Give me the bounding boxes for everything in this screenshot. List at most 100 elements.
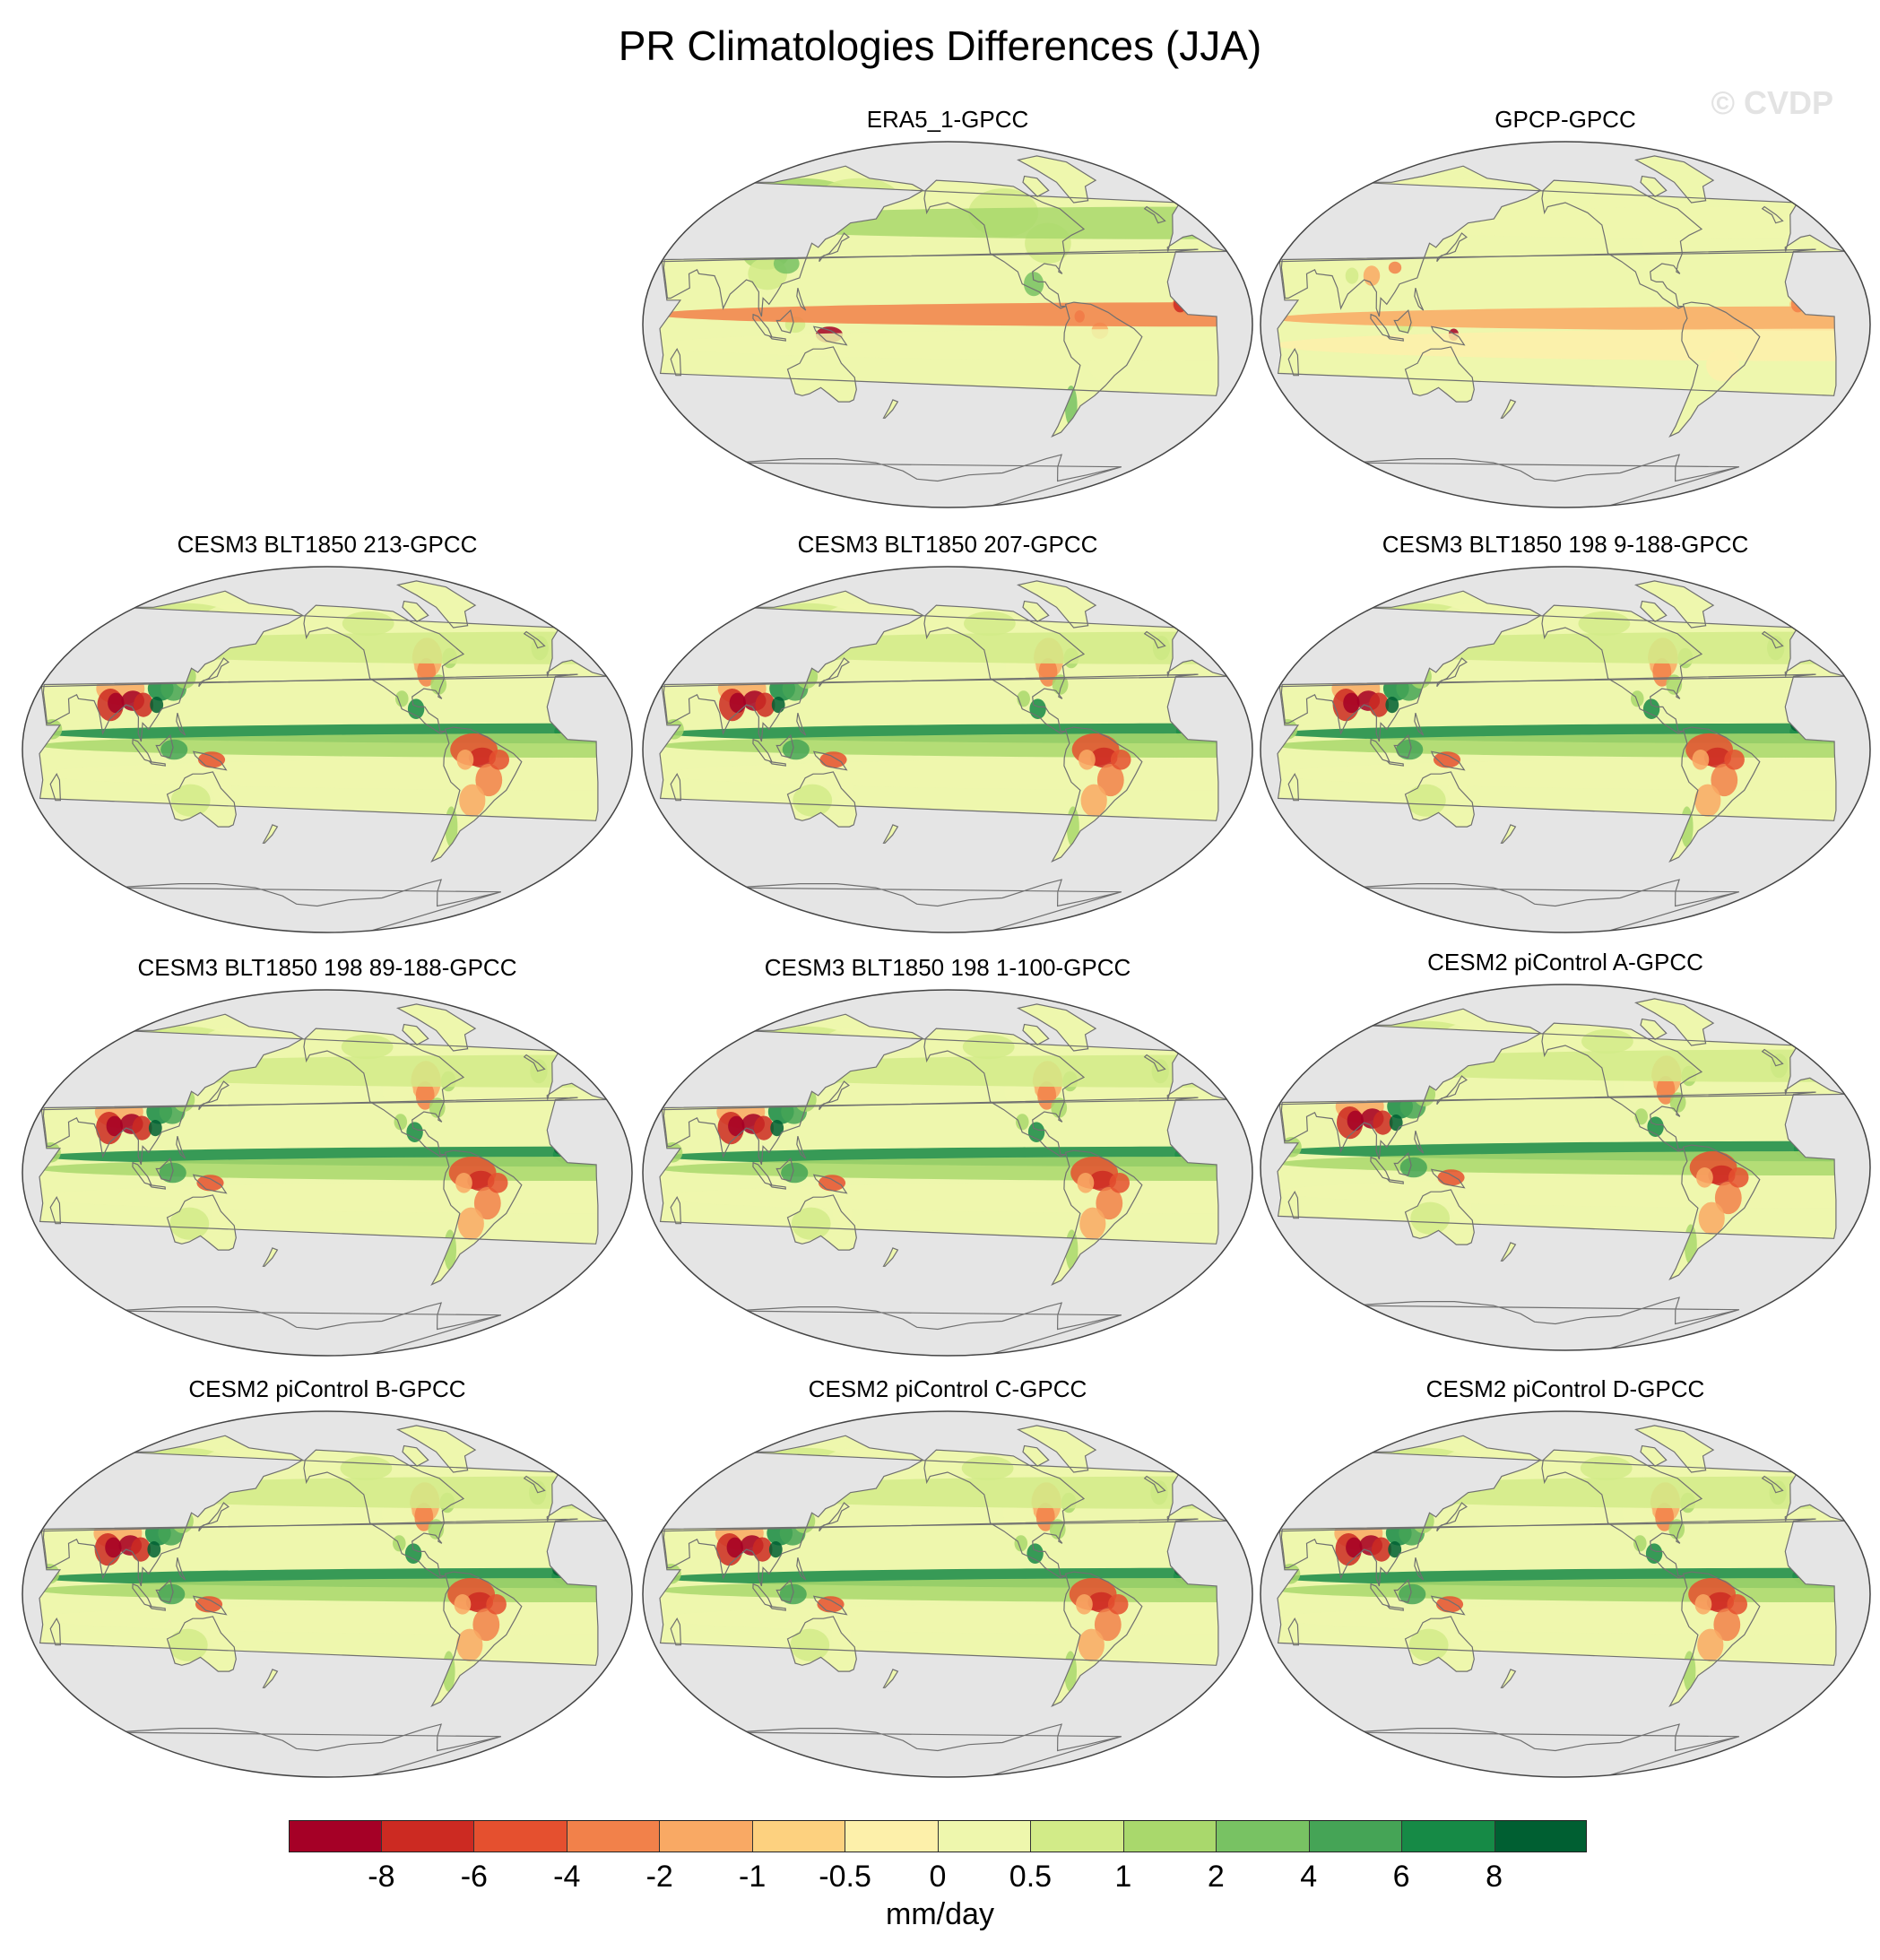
coastline: [882, 1247, 899, 1267]
coastline: [42, 1435, 608, 1587]
globe-border: [1260, 141, 1871, 508]
coastline: [1393, 1578, 1412, 1603]
land-japan: [819, 1503, 849, 1531]
coastline-antarctica: [732, 1302, 1122, 1356]
anomaly-patch: [1278, 1175, 1846, 1209]
coastline: [1287, 772, 1300, 802]
anomaly-patch: [1079, 750, 1096, 770]
anomaly-patch: [1399, 1583, 1426, 1605]
anomaly-patch: [1633, 1535, 1647, 1552]
coastline: [1404, 346, 1475, 403]
anomaly-patch: [1278, 1577, 1846, 1603]
coastline: [148, 760, 166, 767]
anomaly-patch: [430, 674, 447, 695]
land-asia: [663, 591, 1228, 742]
land-greenland: [1635, 580, 1714, 628]
anomaly-patch: [752, 1537, 773, 1562]
coastline: [39, 1518, 599, 1666]
anomaly-patch: [1389, 1114, 1403, 1132]
coastline: [49, 772, 62, 802]
coastline: [923, 1028, 1086, 1158]
anomaly-patch: [1385, 697, 1399, 714]
anomaly-patch: [1728, 1167, 1749, 1188]
colorbar-tick-label: -4: [553, 1860, 581, 1894]
precip-difference-map: [642, 989, 1253, 1357]
coastline: [812, 1174, 848, 1194]
anomaly-patch: [1406, 784, 1446, 817]
colorbar-swatch: [1494, 1820, 1587, 1852]
coastline: [1668, 1571, 1761, 1708]
anomaly-patch: [1696, 1167, 1713, 1188]
precip-difference-map: [642, 566, 1253, 933]
panel-title: CESM3 BLT1850 213-GPCC: [177, 531, 478, 558]
anomaly-patch: [755, 692, 775, 717]
coastline: [1393, 308, 1412, 334]
anomaly-patch: [196, 1175, 224, 1192]
land-japan: [198, 658, 229, 687]
land-australia: [1405, 346, 1475, 403]
coastline: [198, 1502, 230, 1532]
land-baffin: [1641, 601, 1667, 622]
panel-title: CESM2 piControl D-GPCC: [1425, 1375, 1705, 1402]
coastline: [786, 1616, 857, 1672]
globe-border: [642, 1410, 1253, 1778]
coastline: [176, 713, 186, 736]
land-newzealand: [263, 1669, 278, 1688]
coastline: [1414, 1557, 1425, 1581]
coastline: [1640, 600, 1668, 622]
land-greenland: [1635, 155, 1714, 203]
land-japan: [1436, 233, 1467, 262]
anomaly-patch: [340, 1455, 393, 1481]
coastline: [148, 1184, 166, 1190]
anomaly-patch: [1027, 1543, 1044, 1564]
anomaly-patch: [964, 611, 1016, 637]
anomaly-patch: [158, 1583, 186, 1605]
anomaly-patch: [195, 1596, 223, 1613]
anomaly-patch: [1078, 1628, 1105, 1661]
colorbar-swatch: [381, 1820, 474, 1852]
map-panel: CESM3 BLT1850 198 1-100-GPCC: [633, 954, 1262, 1366]
anomaly-patch: [831, 1622, 852, 1647]
coastline-antarctica: [111, 1302, 502, 1356]
coastline: [1051, 1149, 1143, 1287]
coastline: [1414, 1131, 1425, 1154]
coastline-antarctica: [111, 879, 502, 932]
anomaly-patch: [395, 690, 409, 707]
anomaly-patch: [211, 1201, 231, 1226]
coastline: [670, 1617, 682, 1646]
anomaly-patch: [1014, 1535, 1028, 1552]
coastline: [1436, 1502, 1468, 1532]
anomaly-patch: [1278, 758, 1846, 791]
coastline: [786, 1194, 857, 1251]
coastline: [42, 590, 608, 742]
colorbar-tick-label: 1: [1114, 1860, 1132, 1894]
coastline: [1280, 1008, 1846, 1160]
anomaly-patch: [660, 1181, 1228, 1214]
coastline: [1404, 771, 1475, 828]
coastline: [812, 750, 848, 771]
coastline: [198, 1080, 230, 1111]
anomaly-patch: [1698, 1201, 1725, 1235]
coastline: [1430, 1168, 1466, 1189]
anomaly-patch: [768, 1541, 783, 1558]
anomaly-patch: [661, 758, 1228, 791]
anomaly-patch: [1388, 261, 1402, 274]
coastline: [1414, 288, 1425, 311]
coastline: [1640, 1444, 1668, 1467]
coastline: [1393, 733, 1412, 759]
panel-title: ERA5_1-GPCC: [866, 106, 1029, 133]
coastline: [1143, 630, 1166, 649]
coastline: [1280, 590, 1846, 742]
anomaly-patch: [39, 1602, 608, 1635]
coastline: [166, 1616, 237, 1672]
anomaly-patch: [475, 763, 503, 797]
coastline: [663, 590, 1228, 742]
land-greenland: [1635, 1425, 1714, 1472]
anomaly-patch: [1109, 1173, 1130, 1193]
map-panel: CESM3 BLT1850 213-GPCC: [13, 531, 642, 943]
land-asia: [663, 1014, 1228, 1165]
coastline: [1541, 604, 1703, 734]
anomaly-patch: [1346, 1537, 1363, 1558]
coastline: [192, 750, 228, 771]
coastline: [402, 600, 429, 622]
